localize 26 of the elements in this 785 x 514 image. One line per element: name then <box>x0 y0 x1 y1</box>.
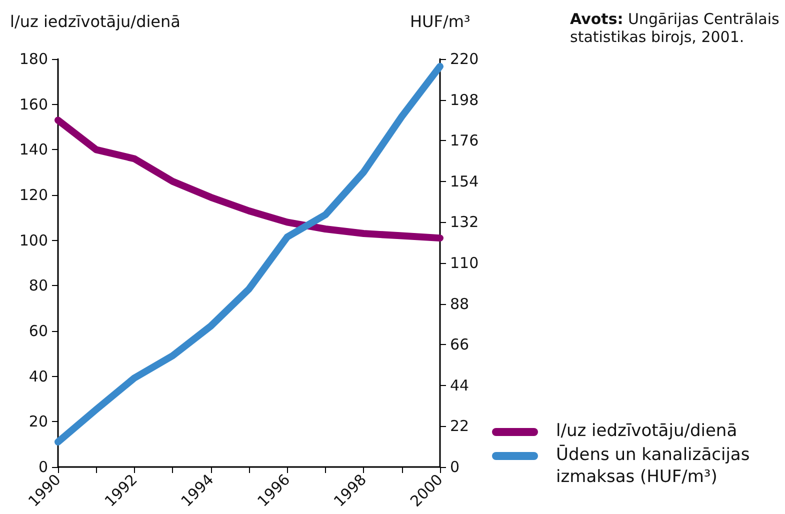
legend-label: l/uz iedzīvotāju/dienā <box>556 420 738 442</box>
y-tick-label: 120 <box>19 186 48 204</box>
y-tick-label: 140 <box>19 140 48 159</box>
y-tick-label: 160 <box>19 95 48 114</box>
y2-tick-label: 154 <box>450 172 479 190</box>
y2-tick-label: 176 <box>450 132 479 150</box>
y-tick-label: 40 <box>28 367 48 386</box>
y-tick-label: 20 <box>28 412 48 431</box>
y-tick-label: 100 <box>19 231 48 250</box>
y-tick-label: 0 <box>38 458 48 476</box>
y2-tick-label: 88 <box>450 294 470 313</box>
y2-tick-label: 44 <box>450 376 470 394</box>
y-tick-label: 80 <box>28 276 48 295</box>
y2-tick-label: 0 <box>450 458 460 476</box>
y2-tick-label: 220 <box>450 50 479 68</box>
text: Avots: Ungārijas Centrālais statistikas birojs, 2001. <box>570 10 780 46</box>
y2-tick-label: 22 <box>450 417 470 436</box>
y2-tick-label: 198 <box>450 90 479 109</box>
legend-label: Ūdens un kanalizācijas izmaksas (HUF/m³) <box>556 444 751 488</box>
y-tick-label: 60 <box>28 322 48 340</box>
y-axis-title: l/uz iedzīvotāju/dienā <box>10 12 180 31</box>
y2-axis-title: HUF/m³ <box>410 12 470 31</box>
y-tick-label: 180 <box>19 50 48 68</box>
y2-tick-label: 110 <box>450 254 479 272</box>
y2-tick-label: 66 <box>450 336 470 354</box>
y2-tick-label: 132 <box>450 213 479 232</box>
